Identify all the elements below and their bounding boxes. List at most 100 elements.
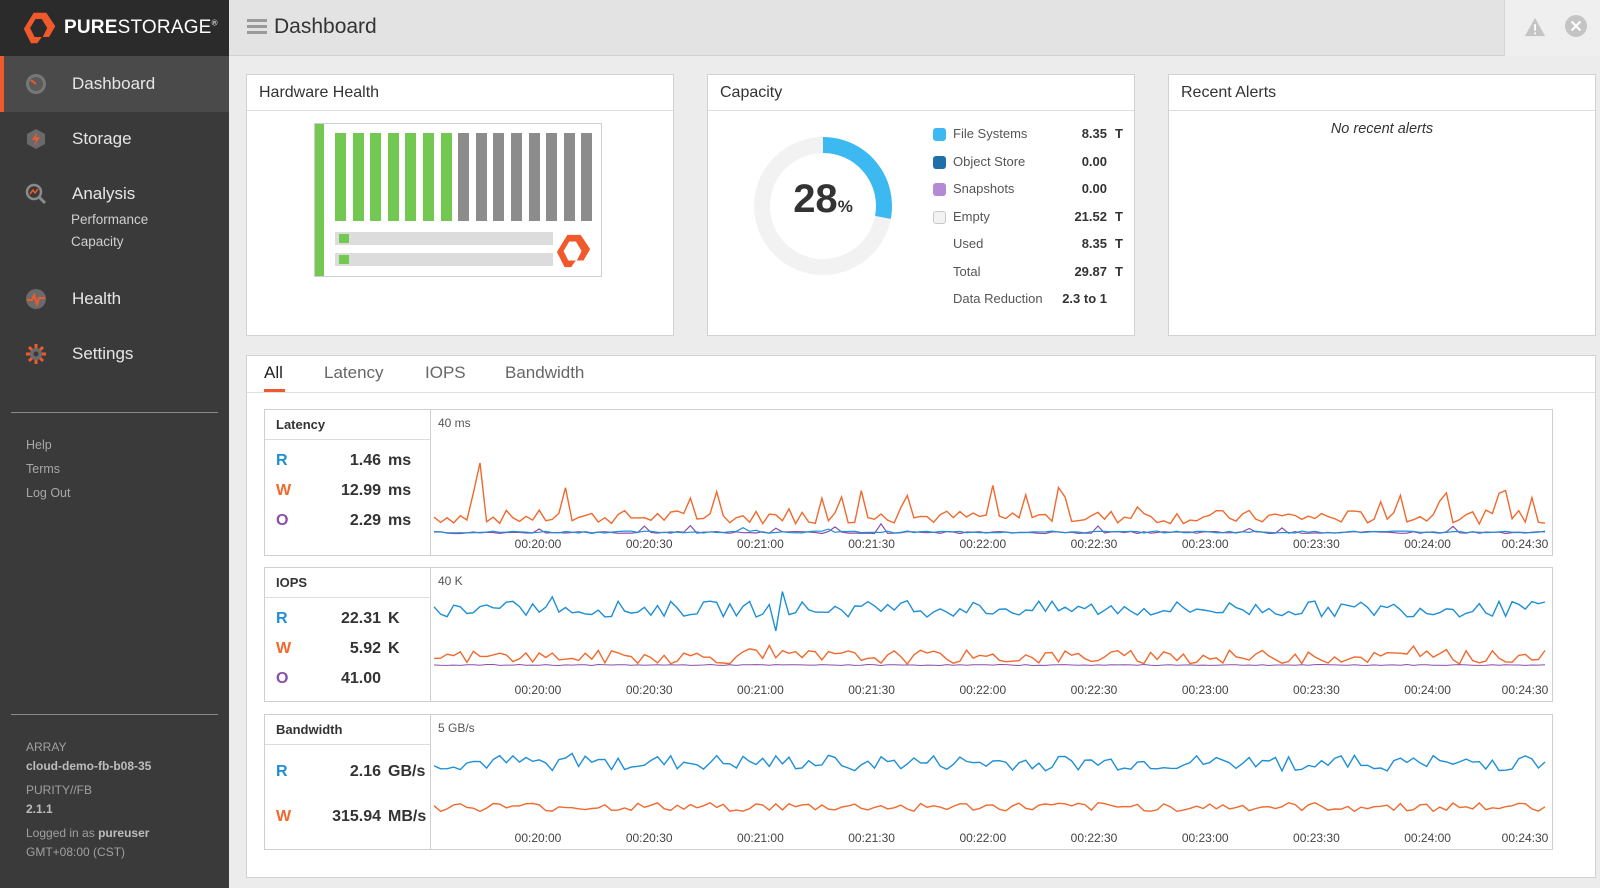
capacity-panel: Capacity 28% File Systems 8.35 T Object Sto…: [707, 74, 1135, 336]
legend-value: 0.00: [1081, 181, 1107, 196]
time-tick: 00:24:00: [1404, 683, 1451, 697]
time-tick: 00:24:00: [1404, 831, 1451, 845]
latency-read-line: [433, 527, 1546, 534]
hardware-health-title: Hardware Health: [247, 75, 673, 111]
time-tick: 00:22:30: [1070, 537, 1118, 551]
chart-summary: Bandwidth R 2.16 GB/s W 315.94 MB/s: [265, 715, 431, 849]
blade-slot-9[interactable]: [475, 133, 487, 221]
time-tick: 00:24:00: [1404, 537, 1451, 551]
active-tab-indicator: [264, 389, 285, 392]
latency-write-line: [433, 462, 1546, 526]
terms-link[interactable]: Terms: [26, 462, 61, 476]
logged-in-line: Logged in as pureuser: [26, 826, 150, 840]
sidebar-divider-bottom: [11, 714, 218, 715]
blade-slot-4[interactable]: [387, 133, 399, 221]
brand[interactable]: PURESTORAGE®: [0, 0, 229, 56]
blade-slot-5[interactable]: [405, 133, 417, 221]
capacity-used-arc: [822, 137, 892, 219]
tab-iops[interactable]: IOPS: [425, 363, 466, 382]
help-link[interactable]: Help: [26, 438, 52, 452]
blade-slot-6[interactable]: [423, 133, 434, 221]
time-tick: 00:21:30: [848, 831, 895, 845]
chart-title: Latency: [265, 410, 430, 440]
chart-plot-area[interactable]: 40 K 00:20:00 00:20:30 00:21:00 00:21:30 00:…: [432, 568, 1552, 701]
blade-slot-3[interactable]: [370, 133, 382, 221]
metric-unit: ms: [388, 482, 412, 499]
metric-unit: ms: [388, 452, 412, 469]
pure-storage-logo-icon: [23, 12, 56, 44]
nav-analysis[interactable]: Analysis: [0, 166, 229, 222]
page-title: Dashboard: [274, 15, 377, 38]
metric-o: O 2.29 ms: [276, 512, 426, 534]
metric-value: 315.94: [332, 808, 381, 825]
blade-slot-12[interactable]: [528, 133, 540, 221]
blade-slot-10[interactable]: [493, 133, 505, 221]
warning-icon[interactable]: [1524, 16, 1546, 38]
time-tick: 00:21:30: [848, 537, 895, 551]
bandwidth-read-line: [433, 752, 1546, 773]
nav-settings-label: Settings: [72, 344, 134, 363]
metric-value: 41.00: [340, 670, 381, 687]
blade-slot-14[interactable]: [563, 133, 575, 221]
nav-dashboard[interactable]: Dashboard: [0, 56, 229, 112]
chart-plot-area[interactable]: 40 ms 00:20:00 00:20:30 00:21:00 00:21:30 00…: [432, 410, 1552, 555]
metric-value: 5.92: [349, 640, 381, 657]
metric-value: 2.16: [349, 763, 381, 780]
legend-swatch: [933, 155, 946, 169]
time-tick: 00:20:30: [625, 683, 673, 697]
nav-settings[interactable]: Settings: [0, 326, 229, 382]
blade-slot-15[interactable]: [581, 133, 593, 221]
legend-name: File Systems: [953, 126, 1028, 141]
nav-analysis-performance[interactable]: Performance: [71, 212, 149, 227]
legend-name: Total: [953, 263, 981, 279]
legend-swatch: [933, 183, 946, 196]
metric-o: O 41.00: [276, 670, 426, 692]
metric-key: R: [276, 452, 288, 469]
legend-value: 2.3 to 1: [1062, 291, 1107, 306]
metric-key: R: [276, 763, 288, 780]
tab-latency[interactable]: Latency: [324, 363, 384, 382]
tab-bandwidth[interactable]: Bandwidth: [505, 363, 585, 382]
time-tick: 00:23:00: [1181, 537, 1229, 551]
blade-slot-13[interactable]: [546, 133, 558, 221]
topbar-actions: [1504, 0, 1600, 56]
time-tick: 00:22:00: [959, 537, 1007, 551]
recent-alerts-panel: Recent Alerts No recent alerts: [1168, 74, 1596, 336]
metric-key: W: [276, 640, 292, 657]
blade-slot-8[interactable]: [458, 133, 470, 221]
capacity-title: Capacity: [708, 75, 1134, 111]
chart-summary: Latency R 1.46 ms W 12.99 ms O 2.29 ms: [265, 410, 431, 555]
chart-title: IOPS: [265, 568, 430, 598]
drive-bay-1: [335, 232, 553, 245]
capacity-donut[interactable]: [748, 131, 898, 281]
close-icon[interactable]: [1564, 14, 1588, 38]
nav-storage[interactable]: Storage: [0, 111, 229, 167]
metric-unit: GB/s: [388, 763, 426, 780]
chart-latency: Latency R 1.46 ms W 12.99 ms O 2.29 ms 4…: [264, 409, 1553, 556]
time-tick: 00:21:00: [737, 683, 784, 697]
logout-link[interactable]: Log Out: [26, 486, 71, 500]
chart-lines: [433, 591, 1546, 667]
chart-scale-label: 5 GB/s: [438, 721, 475, 735]
nav-health[interactable]: Health: [0, 271, 229, 327]
storage-bolt-icon: [27, 129, 45, 149]
chart-plot-area[interactable]: 5 GB/s 00:20:00 00:20:30 00:21:00 00:21:30 0…: [432, 715, 1552, 849]
blade-slot-1[interactable]: [335, 133, 346, 221]
legend-value: 8.35 T: [1081, 236, 1123, 251]
blade-slot-11[interactable]: [511, 133, 522, 221]
nav-health-label: Health: [72, 289, 122, 308]
nav-analysis-capacity[interactable]: Capacity: [71, 234, 124, 249]
blade-slot-7[interactable]: [440, 133, 452, 221]
blade-slot-2[interactable]: [352, 133, 364, 221]
time-tick: 00:23:30: [1293, 683, 1340, 697]
tab-all[interactable]: All: [264, 363, 283, 382]
time-tick: 00:20:00: [514, 831, 562, 845]
metric-unit: K: [388, 640, 400, 657]
metric-r: R 22.31 K: [276, 610, 426, 632]
metric-r: R 1.46 ms: [276, 452, 426, 474]
menu-icon[interactable]: [247, 19, 267, 35]
time-tick: 00:23:30: [1293, 537, 1340, 551]
array-label: ARRAY: [26, 740, 67, 754]
legend-swatch: [933, 210, 946, 224]
chassis-diagram[interactable]: [314, 123, 602, 277]
